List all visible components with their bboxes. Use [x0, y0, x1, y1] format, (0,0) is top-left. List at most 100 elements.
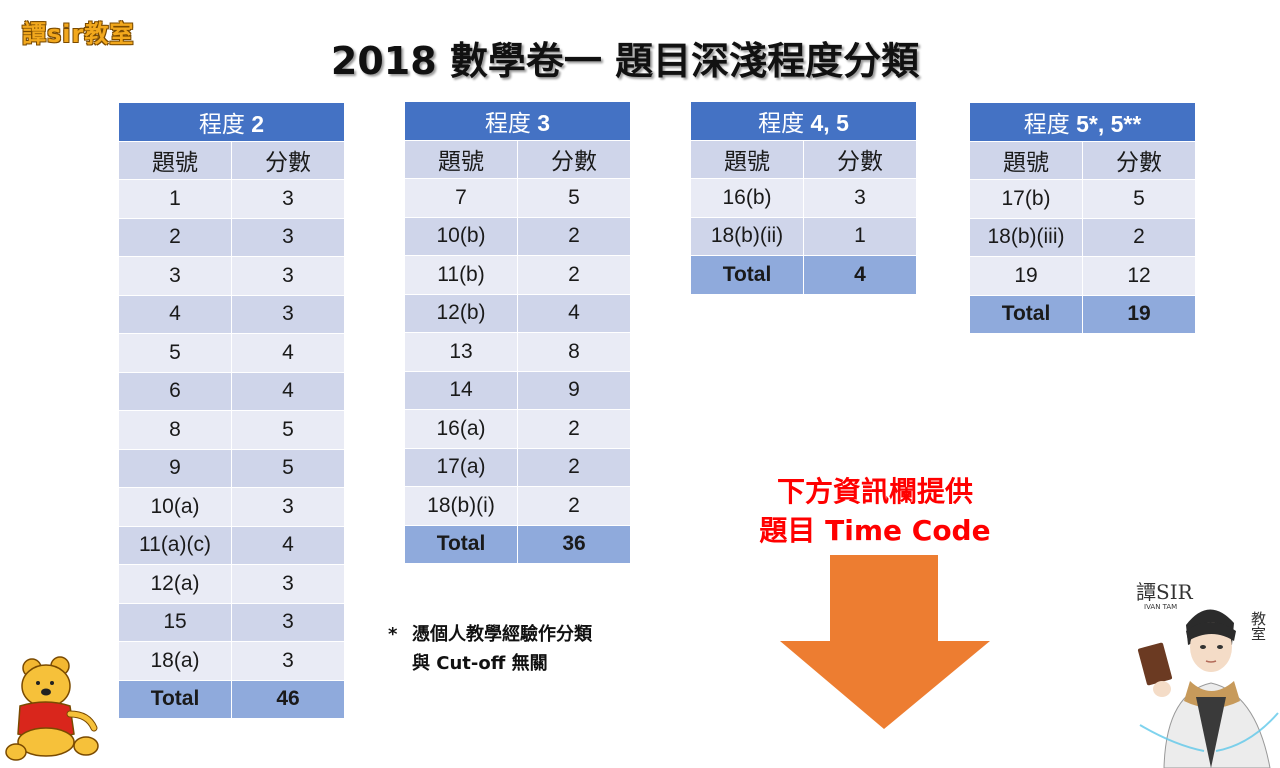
total-label: Total: [118, 679, 232, 719]
score-value: 3: [231, 564, 345, 604]
column-header-question: 題號: [690, 139, 804, 179]
table-row: 15 3: [118, 602, 345, 642]
table-row: 10(b) 2: [404, 216, 631, 256]
score-value: 3: [231, 217, 345, 257]
score-value: 4: [231, 333, 345, 373]
score-value: 12: [1081, 256, 1197, 296]
question-number: 2: [118, 217, 232, 257]
table-header: 程度 5*, 5**: [968, 102, 1197, 142]
tutor-subname: IVAN TAM: [1144, 603, 1177, 611]
table-header: 程度 3: [404, 101, 631, 141]
table-row: 18(b)(iii) 2: [969, 217, 1197, 257]
score-value: 2: [517, 255, 631, 295]
question-number: 8: [118, 410, 232, 450]
table-row: 14 9: [404, 370, 631, 410]
question-number: 6: [118, 371, 232, 411]
question-number: 16(b): [690, 178, 804, 218]
column-header-score: 分數: [802, 139, 918, 179]
score-value: 3: [231, 294, 345, 334]
question-number: 10(a): [118, 487, 232, 527]
table-row: 18(a) 3: [118, 641, 345, 681]
question-number: 10(b): [404, 216, 518, 256]
score-value: 5: [231, 448, 345, 488]
score-value: 3: [231, 602, 345, 642]
question-number: 3: [118, 256, 232, 296]
question-number: 12(b): [404, 293, 518, 333]
table-row: 12(b) 4: [404, 293, 631, 333]
question-number: 13: [404, 332, 518, 372]
score-value: 8: [517, 332, 631, 372]
question-number: 9: [118, 448, 232, 488]
column-header-question: 題號: [969, 140, 1083, 180]
column-header-score: 分數: [231, 140, 345, 180]
score-value: 4: [231, 525, 345, 565]
column-header-score: 分數: [517, 139, 631, 179]
table-row: 18(b)(ii) 1: [690, 216, 918, 256]
note-line-1: 憑個人教學經驗作分類: [412, 624, 592, 645]
table-row: 19 12: [969, 256, 1197, 296]
score-value: 2: [517, 486, 631, 526]
total-label: Total: [969, 294, 1083, 334]
score-value: 3: [231, 487, 345, 527]
column-header-question: 題號: [118, 140, 232, 180]
total-label: Total: [690, 255, 804, 295]
question-number: 1: [118, 179, 232, 219]
question-number: 7: [404, 178, 518, 218]
level-2-table: 程度 2 題號 分數 1 3 2 3 3 3 4 3 5 4 6 4 8 5 9 5 10(a) 3 11(a)(c)…: [118, 102, 345, 719]
question-number: 17(a): [404, 447, 518, 487]
question-number: 14: [404, 370, 518, 410]
level-4-5-table: 程度 4, 5 題號 分數 16(b) 3 18(b)(ii) 1 Total 4: [689, 101, 918, 295]
score-value: 1: [802, 216, 918, 256]
tutor-name: 譚SIR: [1136, 580, 1194, 604]
table-row: 18(b)(i) 2: [404, 486, 631, 526]
question-number: 16(a): [404, 409, 518, 449]
table-row: 12(a) 3: [118, 564, 345, 604]
question-number: 18(a): [118, 641, 232, 681]
score-value: 2: [517, 447, 631, 487]
page-title: 2018 數學卷一 題目深淺程度分類: [330, 39, 920, 83]
time-code-notice: 下方資訊欄提供 題目 Time Code: [740, 472, 1010, 550]
question-number: 12(a): [118, 564, 232, 604]
score-value: 2: [517, 216, 631, 256]
total-value: 46: [231, 679, 345, 719]
score-value: 4: [231, 371, 345, 411]
score-value: 2: [517, 409, 631, 449]
table-row: 13 8: [404, 332, 631, 372]
question-number: 4: [118, 294, 232, 334]
column-header-question: 題號: [404, 139, 518, 179]
score-value: 3: [231, 179, 345, 219]
score-value: 4: [517, 293, 631, 333]
question-number: 15: [118, 602, 232, 642]
table-row: 17(b) 5: [969, 179, 1197, 219]
score-value: 5: [517, 178, 631, 218]
table-row: 16(a) 2: [404, 409, 631, 449]
table-header: 程度 4, 5: [689, 101, 918, 141]
question-number: 19: [969, 256, 1083, 296]
score-value: 2: [1081, 217, 1197, 257]
total-label: Total: [404, 524, 518, 564]
total-value: 36: [517, 524, 631, 564]
table-row: 16(b) 3: [690, 178, 918, 218]
score-value: 3: [231, 641, 345, 681]
score-value: 5: [231, 410, 345, 450]
column-header-score: 分數: [1081, 140, 1197, 180]
level-5-star-table: 程度 5*, 5** 題號 分數 17(b) 5 18(b)(iii) 2 19 12 To…: [968, 102, 1197, 334]
table-row: 17(a) 2: [404, 447, 631, 487]
question-number: 5: [118, 333, 232, 373]
question-number: 11(b): [404, 255, 518, 295]
table-row: 10(a) 3: [118, 487, 345, 527]
score-value: 9: [517, 370, 631, 410]
classification-note: * 憑個人教學經驗作分類 與 Cut-off 無關: [388, 620, 592, 678]
score-value: 3: [231, 256, 345, 296]
asterisk: *: [388, 624, 398, 645]
table-row: 11(a)(c) 4: [118, 525, 345, 565]
brand-logo: 譚sir教室: [22, 20, 135, 48]
